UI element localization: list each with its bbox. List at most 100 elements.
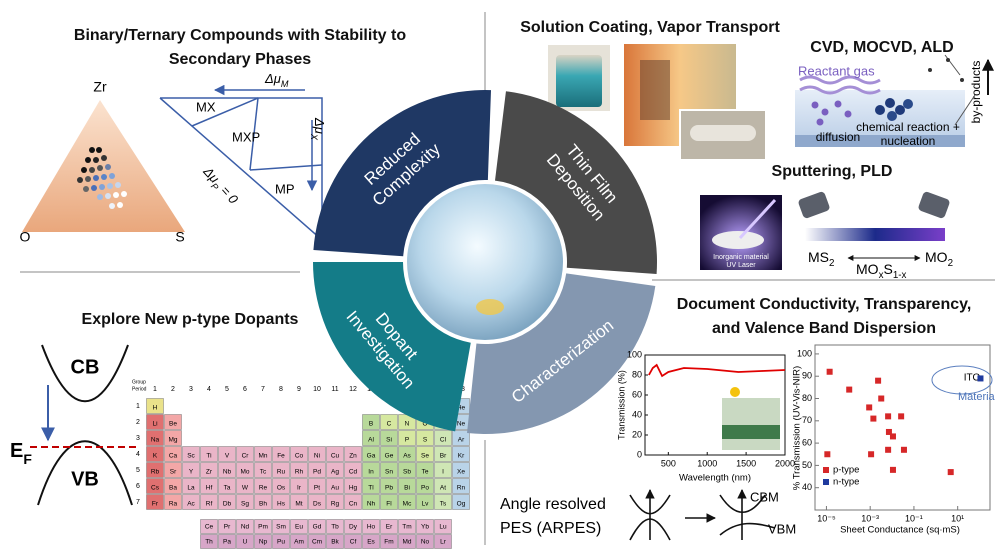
element-symbol: Ce — [205, 524, 214, 531]
element-cell — [326, 478, 344, 494]
element-cell — [146, 430, 164, 446]
element-symbol: He — [457, 405, 466, 412]
element-cell — [254, 478, 272, 494]
element-symbol: Th — [205, 539, 213, 546]
element-cell — [290, 446, 308, 462]
group-number: 9 — [297, 386, 301, 393]
y-tick-label: 100 — [797, 348, 812, 358]
period-number: 4 — [136, 451, 140, 458]
element-cell — [308, 534, 326, 549]
element-symbol: Al — [368, 437, 374, 444]
composition-label-part: 2 — [948, 258, 953, 269]
element-cell — [236, 534, 254, 549]
phase-diagram — [159, 84, 323, 242]
element-cell — [380, 414, 398, 430]
ternary-triangle — [22, 100, 185, 232]
x-tick-label: 10⁻⁵ — [817, 513, 836, 523]
scatter-point — [947, 469, 954, 476]
element-symbol: Ir — [297, 485, 302, 492]
element-symbol: Am — [294, 539, 304, 546]
composition-label-part: MS — [808, 249, 829, 265]
element-symbol: Kr — [458, 453, 465, 460]
element-symbol: Tb — [331, 524, 339, 531]
arpes-label: Angle resolved — [500, 496, 606, 513]
element-symbol: Rg — [331, 501, 340, 508]
axis-label-part: Δμ — [264, 71, 281, 86]
element-symbol: Sc — [187, 453, 195, 460]
element-cell — [344, 462, 362, 478]
element-cell — [164, 462, 182, 478]
element-cell — [362, 462, 380, 478]
composition-label-part: x — [879, 270, 884, 281]
element-symbol: Pd — [313, 469, 321, 476]
element-cell — [362, 414, 380, 430]
element-cell — [326, 446, 344, 462]
element-cell — [380, 519, 398, 534]
scatter-point — [977, 375, 984, 382]
x-axis-label: Wavelength (nm) — [679, 473, 751, 484]
element-symbol: Ni — [314, 453, 320, 460]
period-number: 6 — [136, 483, 140, 490]
element-cell — [290, 462, 308, 478]
element-symbol: Bh — [259, 501, 267, 508]
element-symbol: Tc — [260, 469, 267, 476]
wheel-segment — [467, 273, 656, 434]
element-cell — [290, 534, 308, 549]
element-symbol: I — [442, 469, 444, 476]
fermi-label: EF — [10, 440, 32, 466]
element-symbol: Gd — [313, 524, 322, 531]
y-tick-label: 80 — [632, 369, 642, 379]
axis-label-part: M — [281, 79, 289, 89]
group-number: 12 — [349, 386, 357, 393]
element-symbol: Mo — [240, 469, 249, 476]
element-symbol: Te — [422, 469, 429, 476]
y-axis-label: % Transmission (UV-Vis-NIR) — [792, 366, 803, 490]
laser-label: Inorganic material — [713, 254, 769, 261]
element-cell — [146, 478, 164, 494]
group-number: 2 — [171, 386, 175, 393]
element-symbol: Ra — [169, 501, 178, 508]
element-symbol: Db — [223, 501, 232, 508]
composition-label-part: S — [883, 261, 892, 277]
element-symbol: Po — [421, 485, 429, 492]
element-cell — [362, 494, 380, 510]
element-symbol: Ne — [457, 421, 466, 428]
arpes-illustration — [629, 489, 776, 541]
element-cell — [434, 494, 452, 510]
cvd-label: by-products — [969, 61, 983, 124]
element-symbol: Ge — [385, 453, 394, 460]
element-symbol: Nh — [367, 501, 376, 508]
region-label: MP — [275, 181, 295, 196]
wheel-segment — [313, 262, 471, 432]
element-symbol: Pt — [314, 485, 320, 492]
element-symbol: Cl — [440, 437, 447, 444]
element-cell — [416, 446, 434, 462]
element-symbol: Fr — [152, 501, 159, 508]
plot-frame — [814, 344, 991, 511]
element-symbol: H — [153, 405, 158, 412]
element-symbol: Sr — [170, 469, 177, 476]
element-symbol: Rb — [151, 469, 160, 476]
element-symbol: Li — [152, 421, 157, 428]
element-cell — [272, 494, 290, 510]
element-cell — [164, 494, 182, 510]
y-tick-label: 40 — [632, 409, 642, 419]
band-diagram — [30, 344, 138, 506]
wheel-segment — [313, 89, 492, 257]
element-symbol: U — [243, 539, 248, 546]
element-cell — [272, 462, 290, 478]
element-cell — [398, 478, 416, 494]
element-cell — [236, 519, 254, 534]
group-number: 8 — [279, 386, 283, 393]
element-symbol: As — [403, 453, 411, 460]
element-symbol: Rf — [206, 501, 213, 508]
element-cell — [200, 519, 218, 534]
element-cell — [344, 534, 362, 549]
element-cell — [218, 462, 236, 478]
element-cell — [272, 446, 290, 462]
band-label: VBM — [768, 521, 796, 536]
vertex-label: Zr — [93, 79, 107, 95]
period-number: 7 — [136, 499, 140, 506]
element-symbol: Zn — [349, 453, 357, 460]
x-tick-label: 2000 — [775, 458, 795, 468]
